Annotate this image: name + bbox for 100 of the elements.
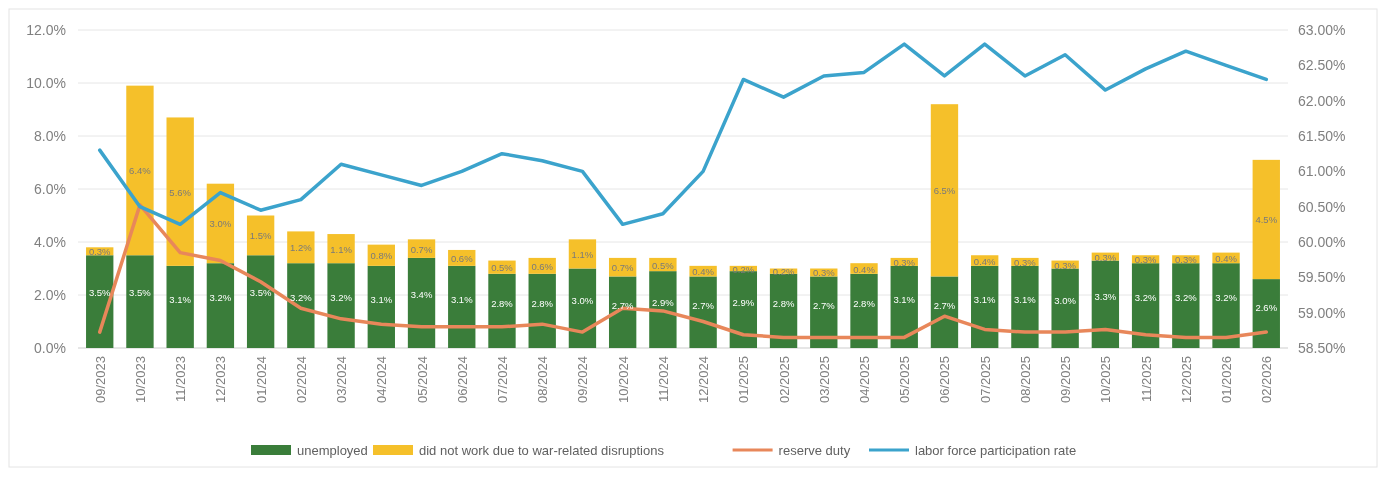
bar bbox=[126, 255, 154, 348]
data-label: 3.1% bbox=[370, 293, 393, 305]
legend-label: did not work due to war-related disruptions bbox=[419, 443, 665, 458]
bar bbox=[890, 265, 918, 348]
bar bbox=[246, 215, 275, 256]
data-label: 3.1% bbox=[1014, 293, 1037, 305]
data-label: 3.2% bbox=[209, 292, 232, 304]
x-tick-label: 06/2024 bbox=[454, 356, 470, 403]
x-tick-label: 01/2025 bbox=[736, 356, 752, 403]
y2-tick-label: 60.50% bbox=[1298, 198, 1346, 215]
x-tick-label: 08/2025 bbox=[1017, 356, 1033, 403]
bar bbox=[689, 276, 717, 348]
x-tick-label: 10/2025 bbox=[1098, 356, 1114, 403]
x-tick-label: 12/2025 bbox=[1178, 356, 1194, 403]
data-label: 3.2% bbox=[290, 292, 313, 304]
data-label: 2.7% bbox=[812, 300, 836, 312]
bar bbox=[850, 273, 878, 348]
data-label: 0.3% bbox=[1054, 259, 1077, 271]
x-tick-label: 08/2024 bbox=[535, 356, 551, 403]
data-label: 0.3% bbox=[812, 267, 836, 279]
data-label: 0.4% bbox=[973, 255, 997, 267]
legend-label: unemployed bbox=[297, 443, 368, 458]
x-tick-label: 03/2025 bbox=[816, 356, 832, 403]
data-label: 2.7% bbox=[692, 300, 715, 312]
data-label: 0.4% bbox=[1215, 252, 1238, 264]
data-label: 0.6% bbox=[531, 260, 554, 272]
bar bbox=[287, 263, 315, 348]
y2-tick-label: 59.50% bbox=[1298, 269, 1346, 286]
bar bbox=[1051, 268, 1079, 348]
y-tick-label: 0.0% bbox=[34, 340, 66, 356]
x-tick-label: 05/2025 bbox=[897, 356, 913, 403]
bar bbox=[608, 276, 637, 348]
data-label: 5.6% bbox=[169, 186, 192, 198]
data-label: 3.2% bbox=[330, 292, 353, 304]
y2-tick-label: 60.00% bbox=[1298, 234, 1346, 250]
data-label: 3.2% bbox=[1175, 292, 1198, 304]
bar bbox=[166, 265, 194, 348]
x-tick-label: 02/2026 bbox=[1259, 356, 1275, 403]
data-label: 3.1% bbox=[973, 293, 997, 305]
x-tick-label: 11/2023 bbox=[173, 356, 189, 403]
data-label: 3.1% bbox=[450, 293, 474, 305]
x-tick-label: 02/2024 bbox=[293, 356, 309, 403]
data-label: 2.9% bbox=[732, 296, 755, 308]
x-tick-label: 12/2024 bbox=[696, 356, 712, 403]
x-tick-label: 11/2024 bbox=[655, 356, 671, 403]
bar bbox=[246, 255, 275, 348]
data-label: 0.5% bbox=[652, 259, 675, 271]
y2-tick-label: 62.00% bbox=[1298, 92, 1346, 109]
data-label: 3.5% bbox=[129, 287, 152, 299]
data-label: 0.3% bbox=[1175, 254, 1198, 266]
x-tick-label: 10/2023 bbox=[132, 356, 148, 403]
data-label: 2.8% bbox=[491, 298, 514, 310]
y2-tick-label: 61.00% bbox=[1298, 163, 1346, 180]
bar bbox=[206, 263, 235, 348]
x-tick-label: 02/2025 bbox=[776, 356, 792, 403]
x-tick-label: 06/2025 bbox=[937, 356, 953, 403]
data-label: 1.5% bbox=[249, 230, 272, 242]
bar bbox=[1091, 260, 1120, 348]
x-tick-label: 04/2025 bbox=[857, 356, 873, 403]
bar bbox=[568, 239, 597, 269]
y-tick-label: 12.0% bbox=[26, 22, 66, 38]
data-label: 4.5% bbox=[1255, 214, 1278, 226]
data-label: 6.5% bbox=[933, 185, 956, 197]
legend-label: reserve duty bbox=[778, 443, 851, 458]
x-tick-label: 07/2024 bbox=[494, 356, 510, 403]
bar bbox=[1172, 263, 1200, 348]
data-label: 0.6% bbox=[450, 252, 474, 264]
data-label: 0.7% bbox=[611, 262, 635, 274]
data-label: 3.5% bbox=[249, 287, 272, 299]
bar bbox=[166, 117, 194, 266]
data-label: 3.4% bbox=[410, 288, 433, 300]
x-tick-label: 05/2024 bbox=[414, 356, 430, 403]
data-label: 2.8% bbox=[531, 298, 554, 310]
x-tick-label: 01/2024 bbox=[253, 356, 269, 403]
y2-tick-label: 63.00% bbox=[1298, 22, 1346, 38]
data-label: 3.2% bbox=[1134, 292, 1157, 304]
data-label: 0.3% bbox=[88, 246, 112, 258]
data-label: 3.3% bbox=[1094, 290, 1117, 302]
data-label: 3.0% bbox=[1054, 295, 1077, 307]
data-label: 3.2% bbox=[1215, 292, 1238, 304]
bar bbox=[327, 263, 355, 348]
data-label: 2.6% bbox=[1255, 301, 1278, 313]
bar bbox=[1212, 263, 1240, 348]
y-tick-label: 2.0% bbox=[34, 287, 66, 303]
bar bbox=[1131, 263, 1160, 348]
y2-tick-label: 58.50% bbox=[1298, 340, 1346, 356]
x-tick-label: 11/2025 bbox=[1138, 356, 1154, 403]
data-label: 3.5% bbox=[88, 287, 112, 299]
bar bbox=[488, 273, 516, 348]
y2-tick-label: 59.00% bbox=[1298, 304, 1346, 321]
bar bbox=[1252, 279, 1280, 348]
x-tick-label: 04/2024 bbox=[374, 356, 390, 403]
y2-tick-label: 62.50% bbox=[1298, 57, 1346, 74]
x-tick-label: 09/2025 bbox=[1058, 356, 1074, 403]
bar bbox=[287, 231, 315, 264]
bar bbox=[407, 257, 436, 348]
data-label: 3.1% bbox=[893, 293, 916, 305]
bar bbox=[930, 104, 959, 277]
x-tick-label: 09/2023 bbox=[92, 356, 108, 403]
bar bbox=[810, 276, 838, 348]
